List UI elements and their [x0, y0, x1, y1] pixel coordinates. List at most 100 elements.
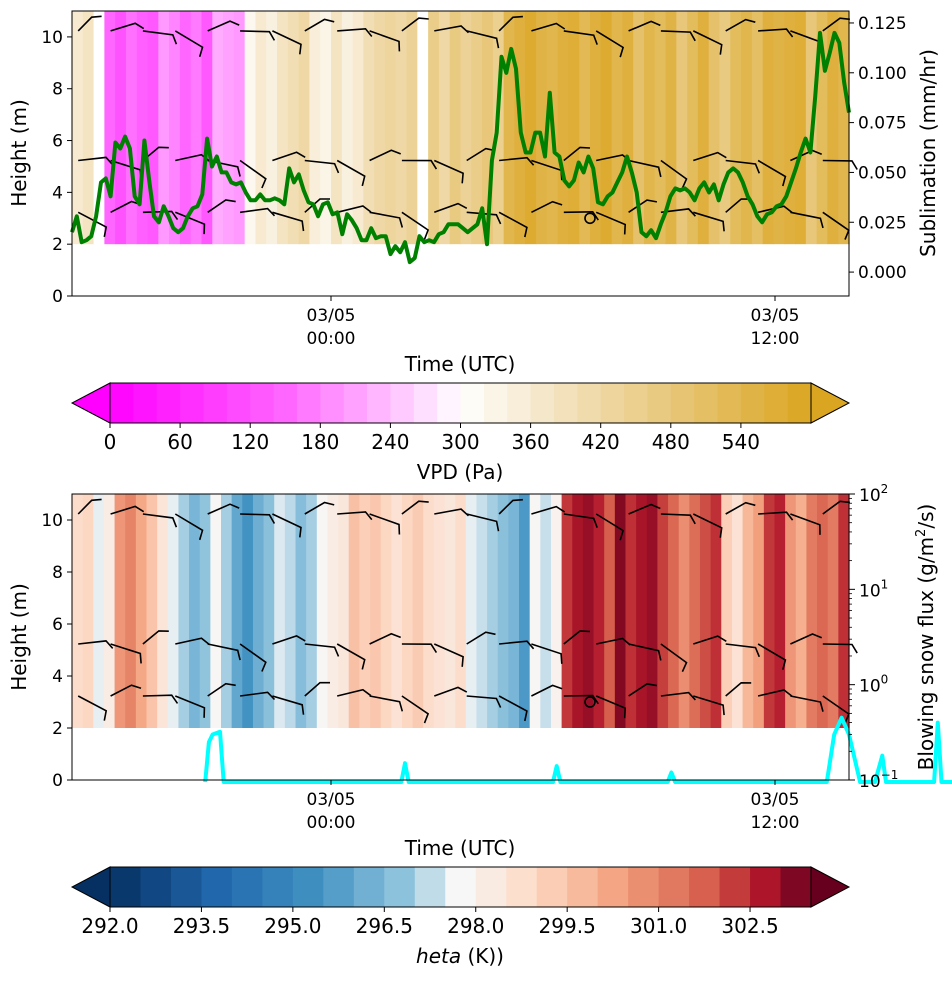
contour-column	[711, 494, 722, 728]
contour-column	[189, 494, 200, 728]
colorbar-segment	[110, 383, 134, 423]
x-tick-time: 00:00	[307, 813, 356, 833]
contour-column	[817, 494, 828, 728]
contour-column	[274, 494, 285, 728]
colorbar-tick-label: 120	[231, 430, 269, 454]
contour-column	[655, 11, 666, 244]
y-tick-label: 6	[52, 132, 63, 152]
theta-colorbar-segments	[72, 867, 849, 907]
colorbar-segment	[750, 867, 781, 907]
colorbar-extend-min	[72, 867, 110, 907]
colorbar-segment	[140, 867, 171, 907]
top-ylabel: Height (m)	[7, 99, 31, 207]
contour-column	[732, 494, 743, 728]
colorbar-tick-label: 420	[582, 430, 620, 454]
contour-column	[657, 494, 668, 728]
contour-column	[374, 11, 385, 244]
contour-column	[753, 494, 764, 728]
contour-column	[104, 11, 115, 244]
contour-column	[363, 11, 374, 244]
contour-column	[147, 494, 158, 728]
colorbar-tick-label: 0	[104, 430, 117, 454]
colorbar-segment	[647, 383, 671, 423]
contour-column	[353, 11, 364, 244]
contour-column	[594, 494, 605, 728]
vpd-colorbar-label: VPD (Pa)	[417, 460, 504, 484]
contour-column	[288, 11, 299, 244]
colorbar-segment	[506, 867, 537, 907]
contour-column	[562, 494, 573, 728]
colorbar-segment	[274, 383, 298, 423]
colorbar-segment	[788, 383, 812, 423]
colorbar-segment	[628, 867, 659, 907]
contour-column	[234, 11, 245, 244]
contour-column	[125, 494, 136, 728]
y2-tick-label: 0.125	[858, 14, 907, 34]
colorbar-segment	[201, 867, 232, 907]
contour-column	[721, 494, 732, 728]
contour-column	[413, 494, 424, 728]
y2-label-part: Blowing snow flux (g/m	[914, 537, 938, 770]
colorbar-segment	[354, 867, 385, 907]
contour-column	[232, 494, 243, 728]
x-tick-date: 03/05	[307, 306, 356, 326]
colorbar-extend-max	[811, 867, 849, 907]
contour-column	[572, 494, 583, 728]
contour-column	[212, 11, 223, 244]
contour-column	[498, 494, 509, 728]
contour-column	[604, 494, 615, 728]
y2-tick-base: 10	[859, 581, 881, 601]
contour-column	[625, 494, 636, 728]
colorbar-segment	[694, 383, 718, 423]
contour-column	[242, 494, 253, 728]
colorbar-tick-label: 300	[441, 430, 479, 454]
y2-tick-exp: 1	[881, 577, 889, 591]
theta-label-unit: (K))	[461, 944, 504, 968]
colorbar-segment	[384, 867, 415, 907]
colorbar-segment	[323, 867, 354, 907]
colorbar-segment	[671, 383, 695, 423]
contour-column	[136, 494, 147, 728]
contour-column	[601, 11, 612, 244]
colorbar-segment	[718, 383, 742, 423]
y2-tick-exp: 0	[881, 673, 889, 687]
contour-column	[180, 11, 191, 244]
colorbar-tick-label: 301.0	[630, 914, 687, 938]
colorbar-segment	[203, 383, 227, 423]
contour-column	[644, 11, 655, 244]
contour-column	[83, 494, 94, 728]
colorbar-tick-label: 360	[512, 430, 550, 454]
contour-column	[504, 11, 515, 244]
contour-column	[579, 11, 590, 244]
colorbar-tick-label: 296.5	[356, 914, 413, 938]
contour-column	[285, 494, 296, 728]
colorbar-segment	[531, 383, 555, 423]
y2-label-sup: 2	[914, 529, 929, 537]
colorbar-segment	[764, 383, 788, 423]
colorbar-segment	[344, 383, 368, 423]
colorbar-tick-label: 292.0	[81, 914, 138, 938]
contour-column	[698, 11, 709, 244]
colorbar-segment	[367, 383, 391, 423]
colorbar-segment	[110, 867, 141, 907]
contour-column	[455, 494, 466, 728]
contour-column	[277, 11, 288, 244]
contour-column	[568, 11, 579, 244]
y-tick-label: 10	[41, 511, 63, 531]
y2-tick-base: 10	[859, 677, 881, 697]
bottom-xlabel: Time (UTC)	[404, 836, 516, 860]
colorbar-segment	[171, 867, 202, 907]
contour-column	[221, 494, 232, 728]
vpd-colorbar-segments	[72, 383, 849, 423]
contour-column	[385, 11, 396, 244]
theta-label-italic: heta	[416, 944, 461, 968]
contour-column	[741, 11, 752, 244]
y2-tick-label: 0.050	[858, 163, 907, 183]
colorbar-tick-label: 480	[652, 430, 690, 454]
colorbar-segment	[415, 867, 446, 907]
colorbar-tick-label: 298.0	[447, 914, 504, 938]
